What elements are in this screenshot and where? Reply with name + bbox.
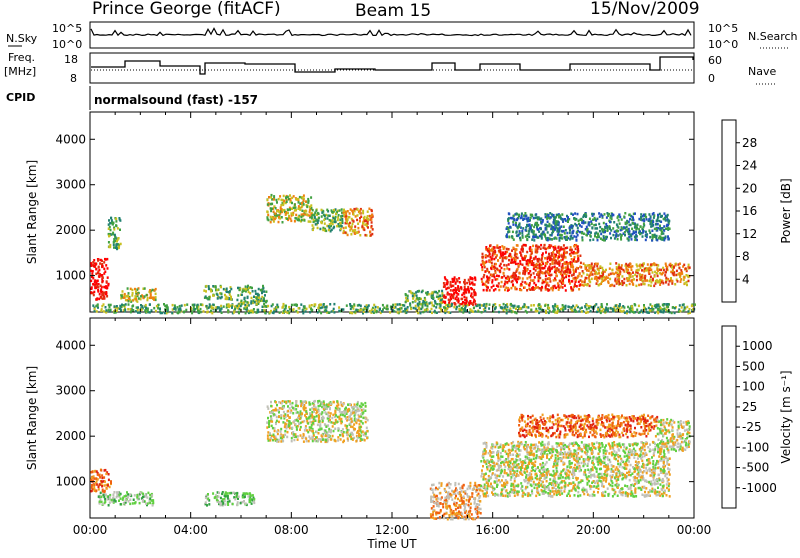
- colorbar-label: Velocity [m s⁻¹]: [779, 370, 793, 463]
- x-tick-label: 08:00: [274, 523, 309, 537]
- cpid-label: CPID: [6, 91, 35, 104]
- power-panel: 1000 2000 3000 4000 Slant Range [km] 4 8 12 16 20…: [25, 112, 793, 315]
- station-title: Prince George (fitACF): [92, 0, 281, 19]
- x-tick-label: 12:00: [375, 523, 410, 537]
- colorbar-tick-label: 1000: [742, 339, 773, 353]
- nsky-tick-top: 10^5: [52, 22, 82, 35]
- x-tick-label: 16:00: [475, 523, 510, 537]
- date-title: 15/Nov/2009: [590, 0, 700, 19]
- colorbar-tick-label: 12: [742, 227, 757, 241]
- nsky-label: N.Sky: [6, 32, 38, 45]
- colorbar-tick-label: 24: [742, 159, 757, 173]
- nave-label: Nave: [748, 65, 776, 78]
- x-tick-label: 00:00: [677, 523, 712, 537]
- nsky-tick-bottom: 10^0: [52, 38, 82, 51]
- colorbar-tick-label: 4: [742, 272, 750, 286]
- x-axis-label: Time UT: [366, 537, 417, 551]
- freq-unit: [MHz]: [4, 65, 36, 78]
- colorbar-tick-label: 28: [742, 136, 757, 150]
- nave-tick-top: 60: [708, 54, 722, 67]
- cpid-value: normalsound (fast) -157: [94, 93, 258, 107]
- colorbar-label: Power [dB]: [779, 178, 793, 243]
- plot-frame: [90, 318, 694, 518]
- nsearch-tick-bottom: 10^0: [708, 38, 738, 51]
- x-tick-label: 00:00: [73, 523, 108, 537]
- y-axis-label: Slant Range [km]: [25, 160, 39, 264]
- velocity-panel: 1000 2000 3000 4000 Slant Range [km] 00:00 04:…: [25, 318, 793, 551]
- colorbar-tick-label: 25: [742, 400, 757, 414]
- freq-panel: Freq. [MHz] 18 8 60 0 Nave: [4, 51, 776, 85]
- y-tick-label: 4000: [55, 338, 86, 352]
- y-axis-label: Slant Range [km]: [25, 366, 39, 470]
- nsearch-tick-top: 10^5: [708, 22, 738, 35]
- y-tick-label: 1000: [55, 475, 86, 489]
- y-tick-label: 1000: [55, 269, 86, 283]
- y-tick-label: 2000: [55, 429, 86, 443]
- colorbar-tick-label: -500: [742, 461, 769, 475]
- y-tick-label: 3000: [55, 178, 86, 192]
- nsky-panel: N.Sky 10^5 10^0 10^5 10^0 N.Search: [6, 22, 798, 51]
- freq-tick-bottom: 8: [70, 72, 77, 85]
- y-tick-label: 2000: [55, 223, 86, 237]
- colorbar-tick-label: -100: [742, 440, 769, 454]
- nsearch-label: N.Search: [748, 30, 798, 43]
- colorbar-tick-label: 20: [742, 181, 757, 195]
- y-tick-label: 3000: [55, 384, 86, 398]
- beam-title: Beam 15: [355, 1, 431, 21]
- nave-tick-bottom: 0: [708, 72, 715, 85]
- colorbar-tick-label: -25: [742, 420, 762, 434]
- x-tick-label: 20:00: [576, 523, 611, 537]
- colorbar-tick-label: 16: [742, 204, 757, 218]
- colorbar-tick-label: -1000: [742, 481, 777, 495]
- x-tick-label: 04:00: [173, 523, 208, 537]
- colorbar-tick-label: 8: [742, 250, 750, 264]
- freq-label: Freq.: [8, 51, 35, 64]
- freq-tick-top: 18: [64, 53, 78, 66]
- colorbar-tick-label: 500: [742, 359, 765, 373]
- y-tick-label: 4000: [55, 132, 86, 146]
- colorbar-tick-label: 100: [742, 380, 765, 394]
